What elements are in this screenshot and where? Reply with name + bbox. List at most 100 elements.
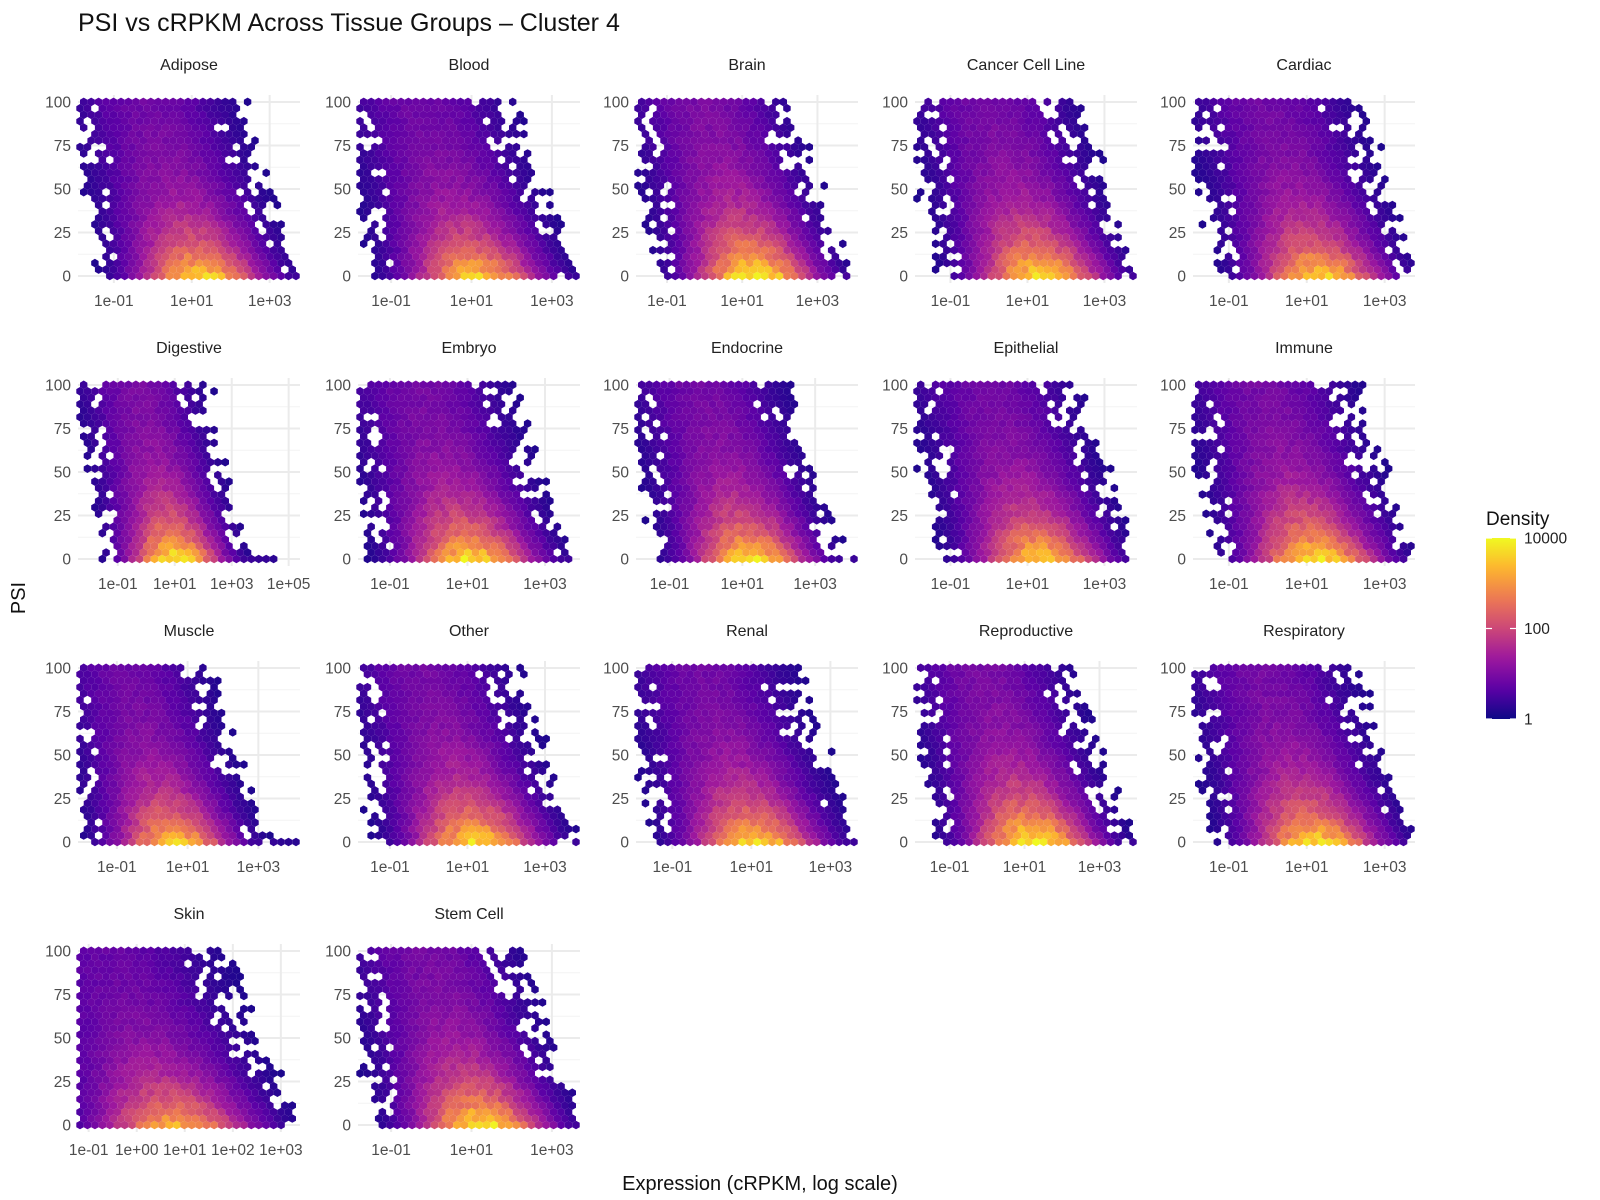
hexbin — [240, 233, 248, 242]
hexbin — [109, 149, 118, 158]
hexbin — [124, 162, 133, 171]
hexbin — [184, 162, 192, 171]
hexbins-cancer-cell-line — [913, 97, 1137, 281]
hexbin — [165, 245, 174, 255]
hexbin — [217, 207, 226, 216]
hexbin — [135, 271, 144, 281]
hexbin — [217, 155, 226, 165]
hexbin — [121, 271, 129, 281]
hexbin — [173, 233, 181, 242]
hexbin — [288, 265, 296, 274]
hexbin — [113, 142, 121, 152]
hexbin — [158, 207, 166, 216]
hexbin — [83, 181, 92, 190]
y-tick-label: 0 — [62, 552, 71, 569]
hexbin — [102, 149, 110, 158]
hexbin — [132, 175, 140, 184]
hexbin — [165, 181, 174, 190]
hexbin — [91, 194, 99, 203]
hexbin — [221, 239, 229, 249]
hexbin — [169, 136, 177, 145]
hexbin — [281, 252, 289, 261]
hexbin — [269, 220, 278, 229]
hexbin — [94, 123, 103, 132]
hexbin — [251, 252, 259, 261]
hexbin — [191, 162, 200, 171]
hexbin — [150, 271, 159, 281]
hexbin — [117, 136, 125, 145]
hexbin — [173, 142, 181, 152]
hexbin — [117, 239, 125, 249]
hexbin — [143, 220, 151, 229]
hexbin — [188, 271, 196, 281]
hexbin — [128, 142, 136, 152]
hexbin — [199, 175, 207, 184]
hexbin — [191, 226, 200, 236]
hexbin — [210, 168, 218, 178]
strip-label-cancer-cell-line: Cancer Cell Line — [967, 57, 1085, 74]
hexbin — [117, 149, 125, 158]
hexbin — [150, 142, 159, 152]
hexbin — [255, 271, 263, 281]
hexbin — [154, 239, 162, 249]
hexbin — [98, 129, 107, 139]
hexbin — [117, 265, 125, 274]
hexbin — [165, 155, 174, 165]
hexbin — [217, 181, 226, 190]
hexbin — [139, 187, 147, 197]
hexbin — [80, 187, 88, 197]
hexbin — [169, 226, 177, 236]
hexbin — [154, 162, 162, 171]
hexbin — [124, 213, 133, 223]
hexbin — [173, 258, 181, 268]
hexbin — [176, 175, 185, 184]
hexbin — [232, 271, 241, 281]
hexbin — [243, 239, 252, 249]
x-tick-label: 1e+01 — [720, 293, 764, 310]
hexbin — [150, 258, 159, 268]
hexbin — [143, 233, 151, 242]
chart-title: PSI vs cRPKM Across Tissue Groups – Clus… — [78, 9, 620, 37]
y-tick-label: 50 — [612, 465, 630, 482]
hexbin — [236, 175, 244, 184]
x-tick-label: 1e+03 — [1363, 293, 1407, 310]
y-tick-label: 25 — [1169, 225, 1186, 242]
hexbin — [240, 258, 248, 268]
y-tick-label: 100 — [603, 95, 629, 112]
y-tick-label: 75 — [612, 138, 629, 155]
hexbin — [277, 245, 285, 255]
y-tick-label: 25 — [891, 225, 908, 242]
hexbin — [173, 129, 181, 139]
hexbin — [147, 162, 155, 171]
hexbin — [206, 239, 215, 249]
hexbin — [106, 129, 114, 139]
hexbin — [188, 194, 196, 203]
hexbin — [135, 181, 144, 190]
hexbin — [132, 265, 140, 274]
hexbin — [258, 239, 267, 249]
hexbin — [139, 252, 147, 261]
hexbin — [195, 181, 203, 190]
hexbin — [184, 252, 192, 261]
hexbin — [124, 265, 133, 274]
hexbin — [188, 142, 196, 152]
hexbin — [121, 155, 129, 165]
hexbin — [195, 233, 203, 242]
hexbin — [180, 181, 188, 190]
hexbin — [94, 136, 103, 145]
hexbin — [236, 226, 244, 236]
hexbin — [169, 252, 177, 261]
hexbin — [161, 252, 170, 261]
hexbin — [150, 233, 159, 242]
hexbin — [243, 97, 252, 107]
hexbin — [124, 187, 133, 197]
hexbin — [147, 136, 155, 145]
hexbin — [165, 129, 174, 139]
hexbin — [161, 136, 170, 145]
y-tick-label: 75 — [612, 421, 629, 438]
hexbin — [180, 142, 188, 152]
hexbin — [158, 194, 166, 203]
hexbin — [225, 194, 233, 203]
hexbin — [191, 175, 200, 184]
